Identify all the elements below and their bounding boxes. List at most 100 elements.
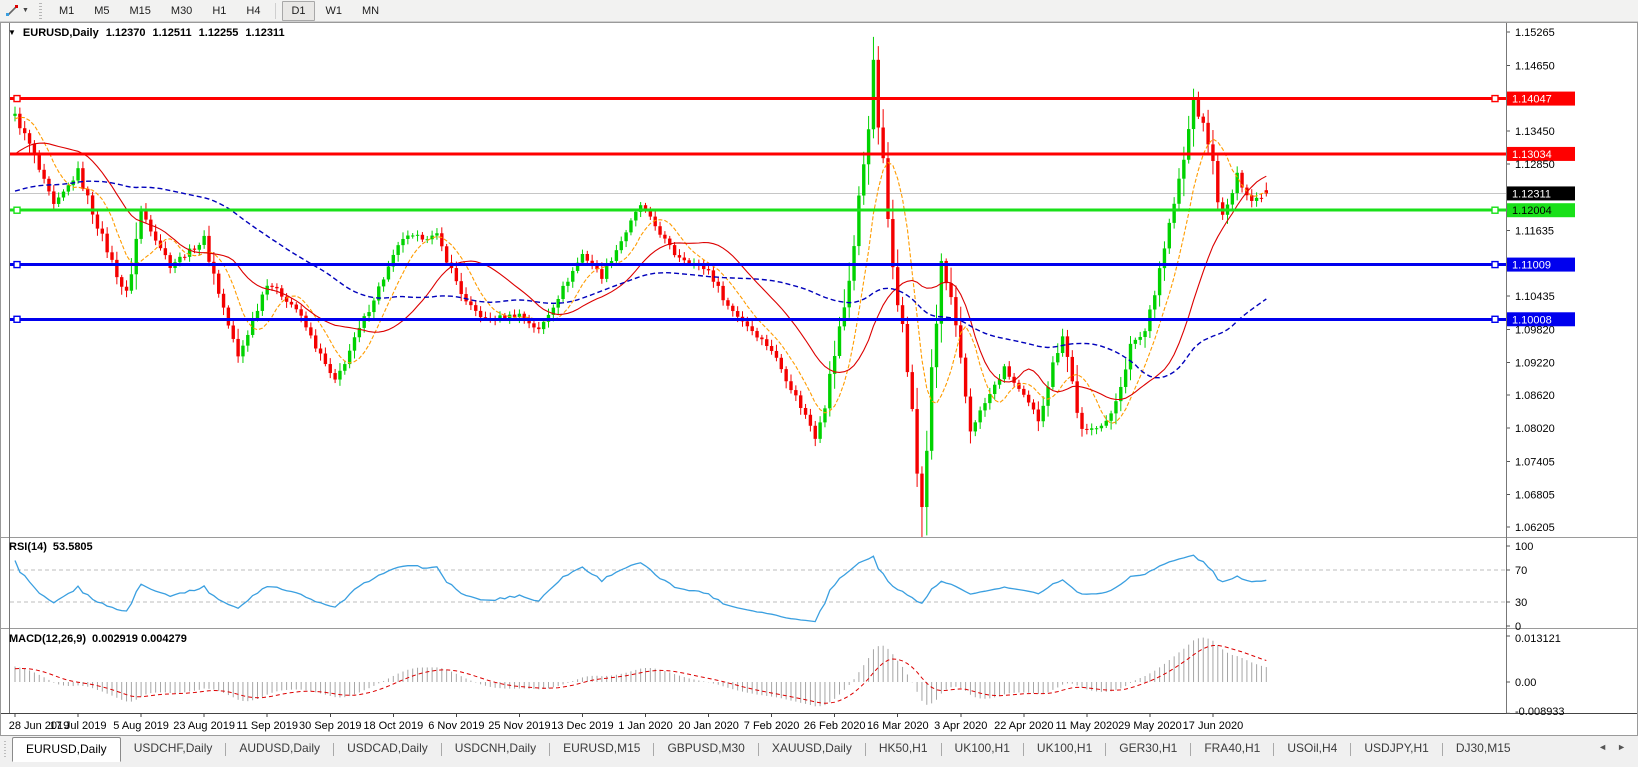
rsi-tick-label: 0 — [1515, 621, 1521, 633]
ohlc-low: 1.12255 — [198, 27, 239, 39]
tab-divider — [1022, 743, 1024, 756]
timeframe-button-d1[interactable]: D1 — [282, 0, 315, 21]
date-label: 1 Jan 2020 — [618, 720, 672, 732]
price-tick-label: 1.10435 — [1515, 291, 1555, 303]
ohlc-close: 1.12311 — [245, 27, 285, 39]
svg-text:1.11009: 1.11009 — [1512, 260, 1551, 272]
tab-divider — [864, 743, 866, 756]
symbol-dropdown-icon[interactable]: ▼ — [8, 28, 16, 37]
date-label: 11 May 2020 — [1055, 720, 1118, 732]
ma-8-line — [14, 116, 1267, 425]
price-tick-label: 1.15265 — [1515, 27, 1555, 39]
price-tick-label: 1.14650 — [1515, 61, 1555, 73]
date-label: 6 Nov 2019 — [428, 720, 484, 732]
rsi-tick-label: 70 — [1515, 565, 1527, 577]
tabbar-grip[interactable] — [2, 739, 8, 759]
date-label: 26 Feb 2020 — [804, 720, 866, 732]
timeframe-button-h1[interactable]: H1 — [212, 4, 227, 17]
line-handle[interactable] — [13, 315, 21, 323]
rsi-tick-label: 30 — [1515, 597, 1527, 609]
date-label: 18 Oct 2019 — [363, 720, 423, 732]
tab-gbpusd-m30[interactable]: GBPUSD,M30 — [667, 741, 745, 755]
date-label: 29 May 2020 — [1118, 720, 1182, 732]
price-badge-1.13034 — [1507, 146, 1575, 161]
date-label: 30 Sep 2019 — [299, 720, 361, 732]
date-label: 25 Nov 2019 — [488, 720, 550, 732]
tab-dj30-m15[interactable]: DJ30,M15 — [1455, 741, 1511, 755]
line-handle[interactable] — [13, 94, 21, 103]
timeframe-button-m15[interactable]: M15 — [129, 4, 151, 17]
date-label: 22 Apr 2020 — [994, 720, 1053, 732]
tab-divider — [940, 743, 942, 756]
tab-usdcad-daily[interactable]: USDCAD,Daily — [347, 741, 428, 755]
line-handle[interactable] — [13, 260, 21, 269]
tab-divider — [1273, 743, 1275, 756]
date-label: 17 Jul 2019 — [50, 720, 107, 732]
ma-55-line — [14, 180, 1267, 379]
line-handle[interactable] — [1491, 315, 1499, 323]
tab-xauusd-daily[interactable]: XAUUSD,Daily — [771, 741, 852, 755]
date-label: 23 Aug 2019 — [173, 720, 235, 732]
tab-eurusd-daily[interactable]: EURUSD,Daily — [12, 737, 121, 762]
svg-text:1.13034: 1.13034 — [1512, 149, 1552, 161]
toolbar-separator — [275, 2, 277, 19]
timeframe-button-m5[interactable]: M5 — [94, 4, 110, 17]
macd-indicator-label: MACD(12,26,9) 0.002919 0.004279 — [9, 633, 187, 645]
date-label: 13 Dec 2019 — [551, 720, 613, 732]
tab-divider — [1350, 743, 1352, 756]
tabs-scroll-left-icon[interactable]: ◄ — [1598, 742, 1608, 752]
tab-usdcnh-daily[interactable]: USDCNH,Daily — [454, 741, 537, 755]
date-label: 17 Jun 2020 — [1183, 720, 1244, 732]
tab-divider — [225, 743, 227, 756]
tabs-scroll-right-icon[interactable]: ► — [1617, 742, 1626, 752]
tab-divider — [549, 743, 551, 756]
macd-histogram — [14, 637, 1267, 707]
rsi-tick-label: 100 — [1515, 541, 1533, 553]
tab-eurusd-m15[interactable]: EURUSD,M15 — [563, 741, 641, 755]
ohlc-open: 1.12370 — [105, 27, 146, 39]
svg-text:1.14047: 1.14047 — [1512, 94, 1552, 106]
price-badge-1.12004 — [1507, 203, 1575, 218]
tab-usdchf-daily[interactable]: USDCHF,Daily — [133, 741, 213, 755]
ma-21-line — [14, 142, 1267, 401]
price-tick-label: 1.11635 — [1515, 225, 1554, 237]
macd-tick-label: 0.00 — [1515, 677, 1536, 689]
price-tick-label: 1.09220 — [1515, 357, 1555, 369]
chart-canvas[interactable]: 1.14047 1.13034 1.12004 1.11009 1.10008 1.123… — [1, 23, 1637, 735]
tab-divider — [440, 743, 442, 756]
tab-usoil-h4[interactable]: USOil,H4 — [1287, 741, 1338, 755]
line-handle[interactable] — [1491, 94, 1499, 103]
chart-window: ▼ EURUSD,Daily 1.12370 1.12511 1.12255 1… — [0, 22, 1638, 736]
macd-tick-label: -0.008933 — [1515, 706, 1565, 718]
timeframe-button-group: M1 M5 M15 M30 H1 H4 D1 W1 MN — [49, 0, 389, 22]
tab-fra40-h1[interactable]: FRA40,H1 — [1204, 741, 1261, 755]
timeframe-button-h4[interactable]: H4 — [246, 4, 261, 17]
svg-text:1.12004: 1.12004 — [1512, 205, 1552, 217]
tab-audusd-daily[interactable]: AUDUSD,Daily — [239, 741, 321, 755]
price-tick-label: 1.12850 — [1515, 159, 1555, 171]
chevron-down-icon: ▼ — [22, 7, 29, 14]
line-handle[interactable] — [1491, 206, 1499, 214]
line-handle[interactable] — [13, 206, 21, 214]
tab-ger30-h1[interactable]: GER30,H1 — [1119, 741, 1178, 755]
tab-divider — [1190, 743, 1192, 756]
price-tick-label: 1.09820 — [1515, 325, 1555, 337]
timeframe-button-m30[interactable]: M30 — [170, 4, 193, 17]
price-tick-label: 1.08020 — [1515, 423, 1555, 435]
toolbar-grip[interactable] — [37, 2, 43, 19]
rsi-line — [14, 554, 1267, 623]
line-handle[interactable] — [1491, 260, 1499, 269]
svg-text:1.12311: 1.12311 — [1512, 188, 1551, 200]
date-label: 5 Aug 2019 — [113, 720, 169, 732]
tab-uk100-h1[interactable]: UK100,H1 — [1036, 741, 1093, 755]
tab-usdjpy-h1[interactable]: USDJPY,H1 — [1364, 741, 1429, 755]
tab-divider — [1441, 743, 1443, 756]
line-studies-tool-button[interactable]: ▼ — [0, 1, 34, 21]
timeframe-button-mn[interactable]: MN — [362, 4, 380, 17]
tab-hk50-h1[interactable]: HK50,H1 — [878, 741, 928, 755]
tab-uk100-h1[interactable]: UK100,H1 — [954, 741, 1010, 755]
price-badge-1.11009 — [1507, 257, 1575, 272]
price-tick-label: 1.07405 — [1515, 457, 1555, 469]
timeframe-button-w1[interactable]: W1 — [325, 4, 343, 17]
timeframe-button-m1[interactable]: M1 — [58, 4, 75, 17]
